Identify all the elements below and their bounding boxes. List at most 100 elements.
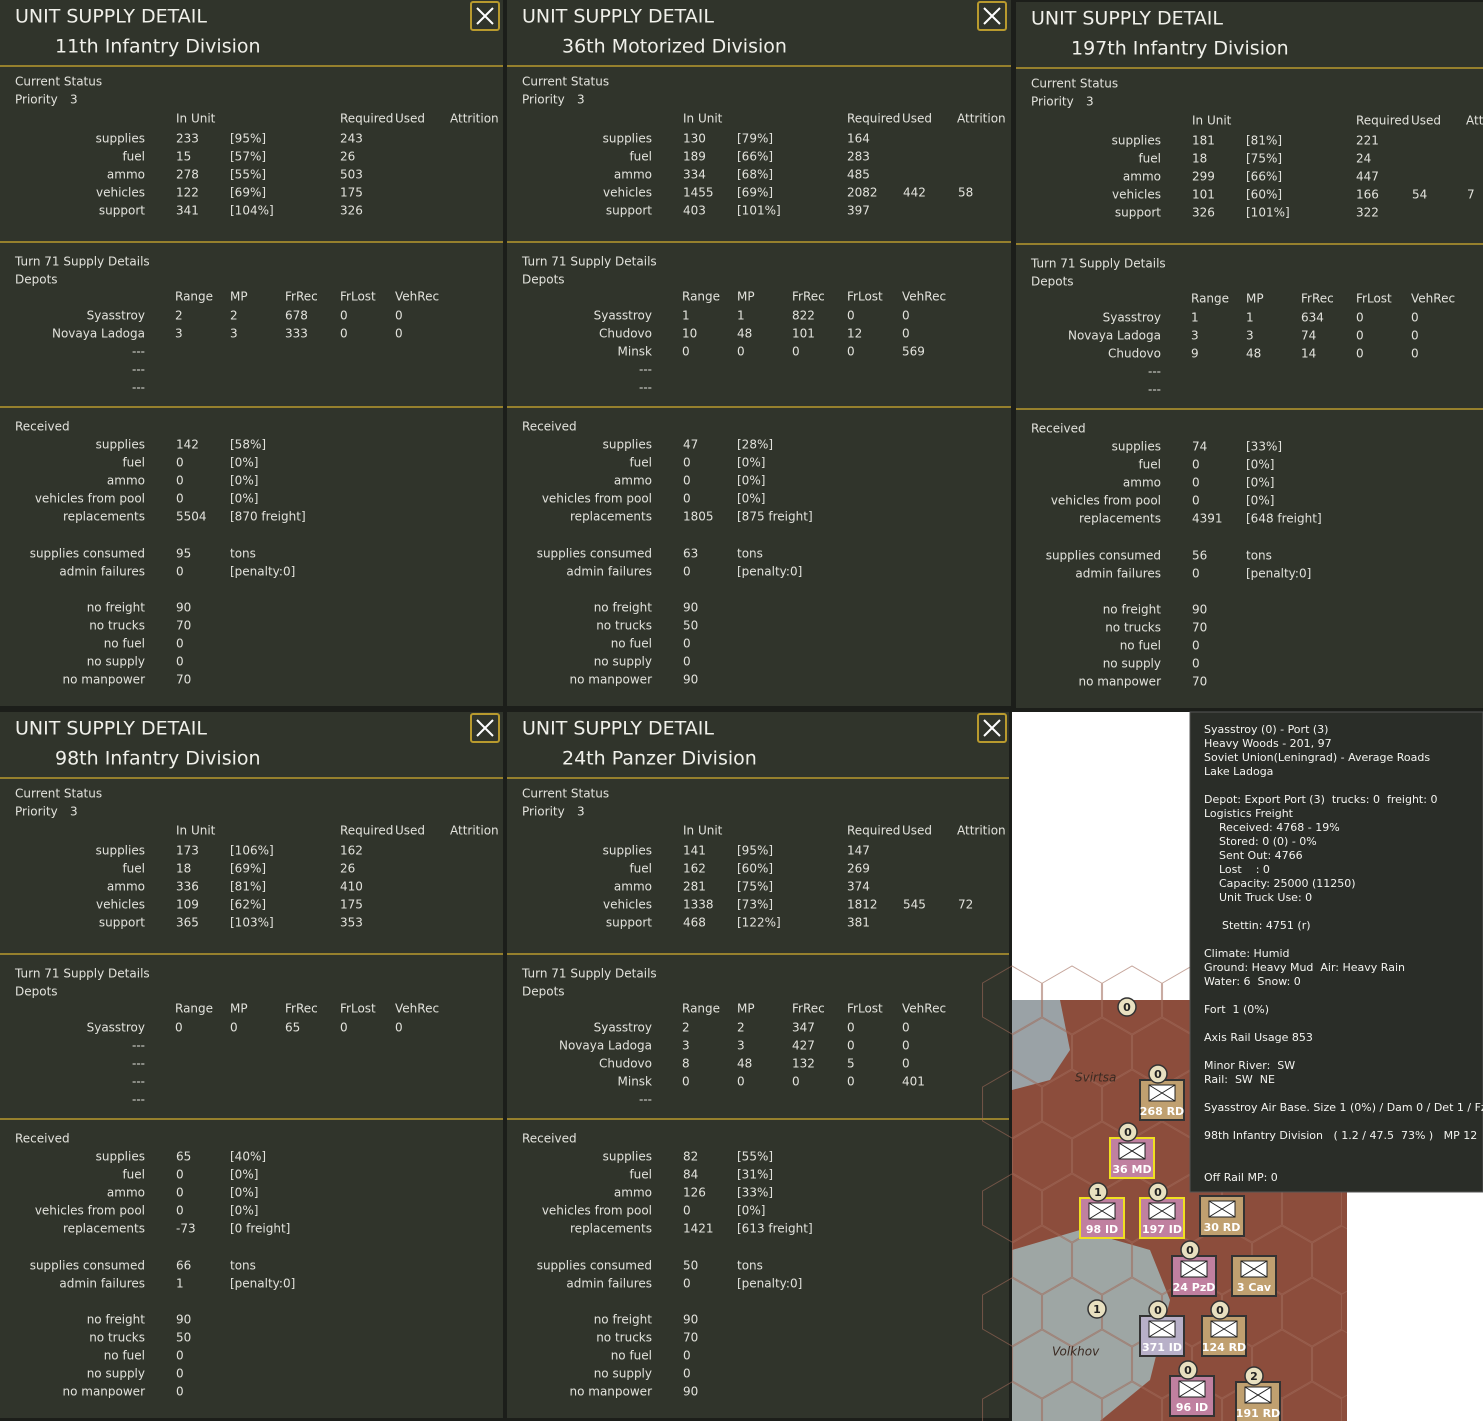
depot-name: --- [132,381,145,395]
badge[interactable] [1210,1300,1230,1320]
cell: 3 [682,1039,690,1053]
unit-cross[interactable] [1240,1260,1268,1278]
depot-name: Chudovo [599,327,652,341]
badge[interactable] [1118,1122,1138,1142]
cell: 0 [176,474,184,488]
cell: [73%] [737,898,773,912]
cell: 0 [176,1204,184,1218]
cell: 634 [1301,311,1324,325]
counter-label: 24 PzD [1173,1281,1216,1294]
close-button[interactable] [977,713,1007,743]
supply-panel: UNIT SUPPLY DETAIL 24th Panzer Division Cu… [507,712,1009,1418]
unit-cross[interactable] [1210,1320,1238,1338]
unit-counter[interactable]: 36 MD 0 [1109,1122,1155,1179]
column-header: Required [340,824,393,838]
badge[interactable] [1088,1182,1108,1202]
row-label: vehicles [96,186,145,200]
cell: [79%] [737,132,773,146]
unit-counter[interactable]: 24 PzD 0 [1171,1240,1217,1297]
unit-cross[interactable] [1148,1084,1176,1102]
cell: 74 [1301,329,1316,343]
unit-cross[interactable] [1088,1202,1116,1220]
badge[interactable] [1148,1064,1168,1084]
cell: 0 [1411,329,1419,343]
row-label: supplies consumed [1046,549,1161,563]
section-heading: Turn 71 Supply Details [521,967,657,981]
supply-panel: UNIT SUPPLY DETAIL 36th Motorized Divisio… [507,0,1011,706]
close-icon[interactable] [476,7,494,25]
close-button[interactable] [470,713,500,743]
unit-cross[interactable] [1208,1200,1236,1218]
cell: 0 [1356,347,1364,361]
tooltip-line: Axis Rail Usage 853 [1204,1031,1313,1044]
row-label: vehicles from pool [35,492,145,506]
row-label: replacements [570,1222,652,1236]
unit-cross[interactable] [1118,1142,1146,1160]
unit-counter[interactable]: 96 ID 0 [1169,1360,1215,1417]
tooltip-line: Heavy Woods - 201, 97 [1204,737,1332,750]
column-header: Required [847,112,900,126]
cell: 0 [340,327,348,341]
row-label: admin failures [566,565,652,579]
cell: 221 [1356,134,1379,148]
unit-counter[interactable]: 124 RD 0 [1201,1300,1247,1357]
cell: 90 [176,601,191,615]
depot-name: --- [1148,383,1161,397]
unit-cross[interactable] [1148,1320,1176,1338]
unit-cross[interactable] [1178,1380,1206,1398]
unit-counter[interactable]: 30 RD [1199,1195,1245,1237]
close-button[interactable] [470,1,500,31]
column-header: MP [230,290,248,304]
unit-name: 24th Panzer Division [562,748,757,770]
row-label: ammo [107,474,145,488]
tooltip-line: Unit Truck Use: 0 [1219,891,1312,904]
cell: 0 [792,345,800,359]
badge[interactable] [1178,1360,1198,1380]
close-icon[interactable] [983,7,1001,25]
row-label: ammo [1123,476,1161,490]
badge[interactable] [1180,1240,1200,1260]
unit-counter[interactable]: 3 Cav [1231,1255,1277,1297]
row-label: vehicles [603,898,652,912]
unit-counter[interactable]: 191 RD 2 [1235,1366,1281,1421]
unit-cross[interactable] [1180,1260,1208,1278]
cell: 84 [683,1168,698,1182]
close-button[interactable] [977,1,1007,31]
cell: 0 [176,1168,184,1182]
unit-name: 197th Infantry Division [1071,38,1289,60]
unit-counter[interactable]: 197 ID 0 [1139,1182,1185,1239]
cell: 63 [683,547,698,561]
row-label: supplies [603,844,652,858]
row-label: no supply [1103,657,1161,671]
close-icon[interactable] [476,719,494,737]
cell: 4391 [1192,512,1223,526]
unit-counter[interactable]: 371 ID 0 [1139,1300,1185,1357]
badge[interactable] [1148,1182,1168,1202]
close-icon[interactable] [983,719,1001,737]
cell: 1812 [847,898,878,912]
badge[interactable] [1244,1366,1264,1386]
cell: [101%] [737,204,781,218]
cell: 1455 [683,186,714,200]
tooltip-line: Syasstroy Air Base. Size 1 (0%) / Dam 0 … [1204,1101,1483,1114]
row-label: supplies [603,1150,652,1164]
cell: [613 freight] [737,1222,813,1236]
unit-counter[interactable]: 268 RD 0 [1139,1064,1185,1121]
cell: 74 [1192,440,1207,454]
badge-value: 2 [1250,1370,1258,1383]
row-label: replacements [63,1222,145,1236]
panel-bg [0,712,503,1418]
cell: 126 [683,1186,706,1200]
priority-value: 3 [70,805,78,819]
cell: 58 [958,186,973,200]
cell: 142 [176,438,199,452]
badge[interactable] [1148,1300,1168,1320]
cell: 1805 [683,510,714,524]
row-label: replacements [63,510,145,524]
unit-cross[interactable] [1244,1386,1272,1404]
column-header: FrLost [340,1002,376,1016]
unit-counter[interactable]: 98 ID 1 [1079,1182,1125,1239]
unit-cross[interactable] [1148,1202,1176,1220]
panel-title: UNIT SUPPLY DETAIL [15,718,207,740]
cell: [875 freight] [737,510,813,524]
